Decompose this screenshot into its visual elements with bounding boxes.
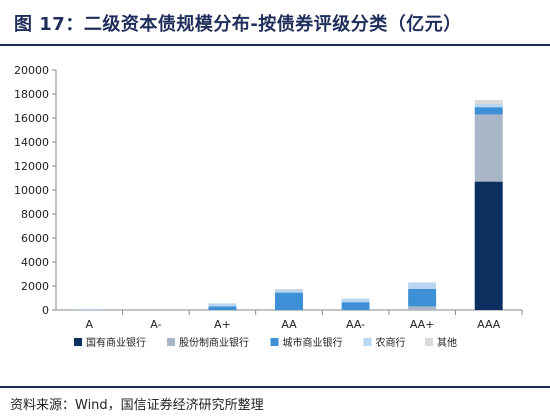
legend-swatch [167,338,175,346]
bar-segment [341,298,370,303]
bar-segment [474,114,503,182]
bar-segment [408,282,437,289]
bar-segment [474,107,503,115]
source-note: 资料来源：Wind，国信证券经济研究所整理 [10,398,264,413]
y-tick-label: 0 [42,304,49,317]
y-tick-label: 16000 [14,112,49,125]
y-tick-label: 4000 [21,256,49,269]
legend-label: 农商行 [376,336,406,349]
legend-swatch [270,338,279,346]
x-tick-label: A+ [214,318,231,331]
legend-swatch [425,338,433,346]
x-tick-label: AA [281,318,297,331]
legend-swatch [74,338,82,346]
bar-segment [408,306,437,310]
bar-segment [474,103,503,108]
x-tick-label: A [86,318,94,331]
legend-label: 其他 [437,336,457,349]
stacked-bar-chart: 0 2000 4000 6000 8000 10000 12000 14000 16000 180… [14,64,523,349]
legend-swatch [363,338,372,346]
y-tick-label: 6000 [21,232,49,245]
title-bar: 图 17：二级资本债规模分布-按债券评级分类（亿元） [0,0,550,46]
bar-segment [275,289,303,293]
x-tick-label: A- [150,318,161,331]
source-bar: 资料来源：Wind，国信证券经济研究所整理 [0,386,550,420]
bar-segment [408,289,437,307]
legend-label: 城市商业银行 [283,336,343,349]
y-tick-label: 18000 [14,88,49,101]
y-tick-label: 20000 [14,64,49,77]
y-tick-label: 8000 [21,208,49,221]
bar-segment [474,181,503,310]
y-tick-label: 14000 [14,136,49,149]
y-tick-label: 10000 [14,184,49,197]
legend-label: 国有商业银行 [86,336,146,349]
chart-area: 0 2000 4000 6000 8000 10000 12000 14000 16000 180… [0,48,550,368]
legend-label: 股份制商业银行 [179,336,249,349]
y-tick-label: 12000 [14,160,49,173]
bar-segment [474,100,503,104]
bar-segment [208,303,237,307]
chart-title: 图 17：二级资本债规模分布-按债券评级分类（亿元） [14,14,462,35]
x-tick-label: AAA [477,318,501,331]
bar-segment [341,302,370,310]
x-tick-label: AA+ [410,318,435,331]
bar-segment [75,308,104,310]
bar-segment [275,292,303,310]
bar-segment [208,306,237,310]
y-tick-label: 2000 [21,280,49,293]
bar-segment [275,289,303,290]
x-tick-label: AA- [346,318,365,331]
